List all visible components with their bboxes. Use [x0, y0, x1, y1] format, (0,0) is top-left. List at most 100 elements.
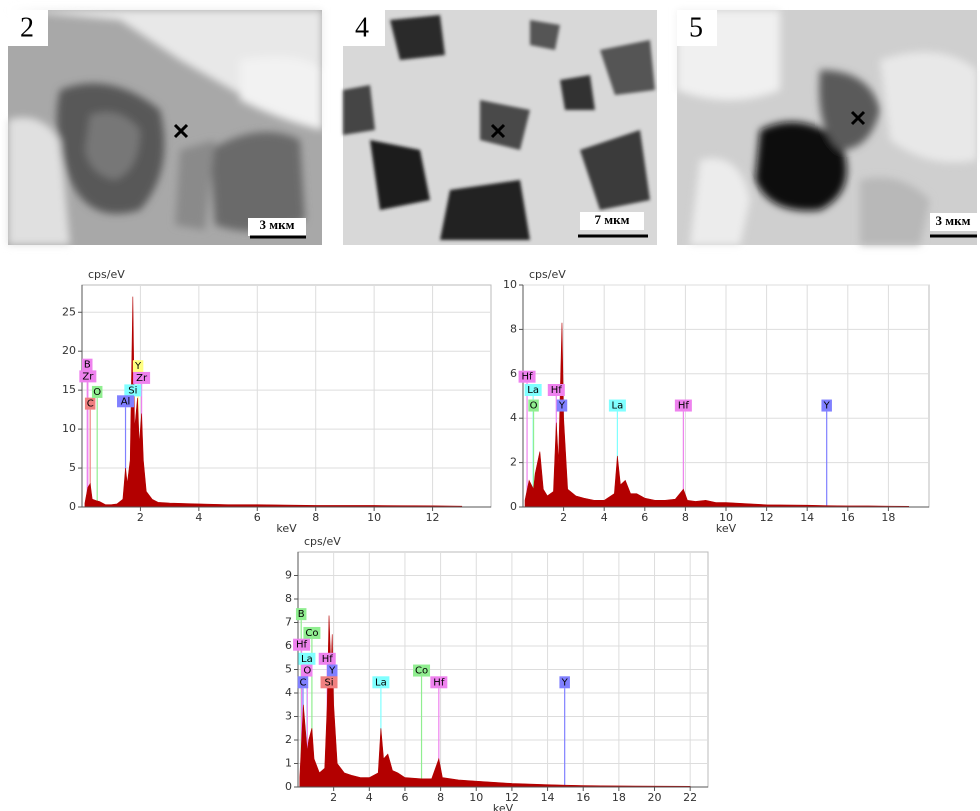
- sem-image: 2 3 мкм: [8, 10, 322, 245]
- x-axis-label: keV: [493, 802, 514, 811]
- y-tick-label: 2: [285, 733, 292, 746]
- element-label: Y: [561, 677, 569, 688]
- x-tick-label: 8: [682, 511, 689, 524]
- element-label: B: [84, 360, 91, 371]
- x-tick-label: 16: [576, 791, 590, 804]
- y-tick-label: 10: [503, 278, 517, 291]
- element-label: Y: [823, 401, 831, 412]
- sem-panel-label: 4: [355, 12, 369, 43]
- element-label-box: [320, 676, 338, 689]
- x-tick-label: 6: [401, 791, 408, 804]
- element-label-box: [413, 664, 431, 677]
- element-label: Zr: [82, 371, 94, 382]
- element-label: O: [93, 387, 101, 398]
- scale-bar-label: 3 мкм: [260, 217, 295, 232]
- y-tick-label: 6: [285, 639, 292, 652]
- y-tick-label: 0: [510, 500, 517, 513]
- element-label-box: [293, 638, 311, 651]
- element-label-box: [84, 397, 96, 410]
- sem-panel-label: 2: [20, 12, 34, 43]
- x-tick-label: 16: [841, 511, 855, 524]
- y-tick-label: 3: [285, 710, 292, 723]
- x-tick-label: 10: [719, 511, 733, 524]
- element-label-box: [326, 664, 338, 677]
- x-tick-label: 2: [560, 511, 567, 524]
- x-tick-label: 6: [254, 511, 261, 524]
- element-label-box: [674, 399, 692, 412]
- spectrum-area: [299, 615, 691, 788]
- x-tick-label: 2: [330, 791, 337, 804]
- element-label-box: [133, 371, 151, 384]
- element-label-box: [430, 676, 448, 689]
- x-tick-label: 10: [367, 511, 381, 524]
- element-label-box: [79, 370, 97, 383]
- element-label: La: [527, 385, 539, 396]
- sem-panel-label: 5: [689, 12, 703, 43]
- x-tick-label: 4: [195, 511, 202, 524]
- x-tick-label: 2: [137, 511, 144, 524]
- x-tick-label: 12: [505, 791, 519, 804]
- element-label: Hf: [551, 385, 563, 396]
- sem-image: 5 3 мкм: [677, 10, 977, 245]
- element-label: Y: [328, 666, 336, 677]
- x-tick-label: 6: [641, 511, 648, 524]
- y-tick-label: 5: [69, 461, 76, 474]
- element-label: Al: [121, 396, 131, 407]
- y-tick-label: 8: [285, 592, 292, 605]
- x-tick-label: 14: [800, 511, 814, 524]
- x-tick-label: 14: [541, 791, 555, 804]
- element-label: Si: [324, 677, 333, 688]
- element-label-box: [298, 652, 316, 665]
- element-label: Hf: [296, 640, 308, 651]
- element-label-box: [295, 608, 307, 621]
- element-label: Hf: [678, 401, 690, 412]
- element-label-box: [556, 399, 568, 412]
- x-tick-label: 12: [426, 511, 440, 524]
- element-label: B: [298, 609, 305, 620]
- x-tick-label: 20: [648, 791, 662, 804]
- element-label-box: [303, 626, 321, 639]
- element-label-box: [91, 385, 103, 398]
- y-tick-label: 6: [510, 367, 517, 380]
- x-tick-label: 4: [366, 791, 373, 804]
- spectrum-area: [84, 296, 463, 508]
- x-tick-label: 4: [601, 511, 608, 524]
- x-tick-label: 18: [612, 791, 626, 804]
- element-label: Hf: [522, 372, 534, 383]
- element-label: C: [299, 677, 306, 688]
- element-label-box: [518, 370, 536, 383]
- y-tick-label: 1: [285, 757, 292, 770]
- y-tick-label: 25: [62, 305, 76, 318]
- element-label-box: [302, 664, 313, 677]
- element-label-box: [559, 676, 570, 689]
- y-tick-label: 10: [62, 422, 76, 435]
- y-tick-label: 8: [510, 322, 517, 335]
- spectrum-chart: 0 2 4 6 8 10 2 4 6 8 10 12 14 16 18 cps/eV keV Hf La O Hf Y La…: [503, 268, 930, 535]
- scale-bar-label: 7 мкм: [595, 212, 630, 227]
- x-axis-label: keV: [716, 522, 737, 535]
- element-label: Hf: [322, 654, 334, 665]
- y-tick-label: 20: [62, 344, 76, 357]
- element-label: La: [301, 654, 313, 665]
- y-tick-label: 7: [285, 616, 292, 629]
- sem-image: 4 7 мкм: [343, 10, 657, 245]
- x-axis-label: keV: [276, 522, 297, 535]
- element-label: La: [612, 401, 624, 412]
- y-axis-label: cps/eV: [304, 535, 341, 548]
- y-axis-label: cps/eV: [529, 268, 566, 281]
- y-tick-label: 4: [285, 686, 292, 699]
- element-label-box: [608, 399, 626, 412]
- y-tick-label: 4: [510, 411, 517, 424]
- y-tick-label: 0: [69, 500, 76, 513]
- x-tick-label: 10: [469, 791, 483, 804]
- y-tick-label: 2: [510, 456, 517, 469]
- element-label-box: [318, 652, 336, 665]
- element-label-box: [117, 395, 135, 408]
- element-label: Hf: [433, 677, 445, 688]
- x-tick-label: 18: [881, 511, 895, 524]
- element-label: Y: [134, 361, 142, 372]
- element-label: La: [375, 677, 387, 688]
